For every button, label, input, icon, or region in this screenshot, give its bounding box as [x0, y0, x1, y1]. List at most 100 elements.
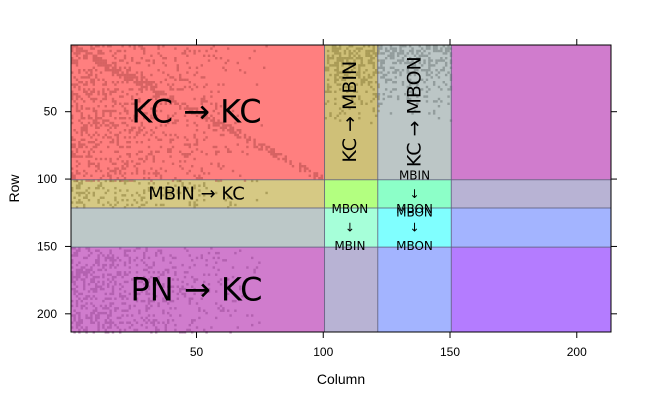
texture-cell	[437, 49, 441, 53]
texture-cell	[205, 100, 208, 103]
texture-cell	[215, 129, 218, 132]
texture-cell	[126, 109, 129, 113]
texture-cell	[135, 131, 139, 134]
texture-cell	[236, 129, 239, 132]
texture-cell	[411, 81, 414, 84]
texture-cell	[95, 131, 98, 134]
texture-cell	[188, 254, 191, 257]
texture-cell	[119, 73, 122, 77]
texture-cell	[147, 145, 151, 149]
texture-cell	[334, 90, 337, 93]
texture-cell	[87, 283, 91, 286]
texture-cell	[85, 81, 88, 84]
texture-cell	[425, 69, 429, 72]
texture-cell	[326, 66, 330, 69]
texture-cell	[126, 162, 129, 165]
texture-cell	[167, 297, 170, 300]
texture-cell	[389, 66, 393, 69]
texture-cell	[167, 319, 170, 322]
texture-cell	[150, 153, 153, 156]
texture-cell	[380, 45, 383, 48]
texture-cell	[355, 52, 359, 55]
texture-cell	[99, 177, 103, 180]
texture-cell	[401, 83, 405, 86]
texture-cell	[75, 179, 79, 183]
texture-cell	[334, 47, 337, 50]
texture-cell	[367, 73, 371, 77]
texture-cell	[104, 268, 107, 272]
texture-cell	[114, 191, 117, 195]
texture-cell	[389, 112, 393, 115]
texture-cell	[145, 292, 148, 296]
texture-cell	[411, 52, 414, 55]
texture-cell	[87, 117, 91, 120]
texture-cell	[179, 150, 182, 153]
texture-cell	[159, 249, 163, 252]
texture-cell	[155, 109, 158, 113]
texture-cell	[215, 153, 218, 156]
texture-cell	[143, 196, 146, 199]
region-label: KC → MBON	[404, 56, 426, 167]
texture-cell	[217, 124, 220, 127]
texture-cell	[75, 275, 79, 279]
texture-cell	[413, 61, 417, 65]
texture-cell	[97, 311, 100, 315]
region-label-line: MBON	[396, 205, 433, 219]
texture-cell	[435, 73, 438, 77]
texture-cell	[126, 321, 129, 324]
texture-cell	[104, 133, 107, 137]
texture-cell	[128, 261, 131, 264]
texture-cell	[181, 184, 184, 187]
texture-cell	[188, 201, 191, 204]
texture-cell	[116, 136, 119, 139]
texture-cell	[200, 254, 203, 257]
texture-cell	[140, 280, 143, 284]
texture-cell	[334, 64, 337, 67]
texture-cell	[107, 314, 110, 317]
texture-cell	[78, 69, 81, 72]
texture-cell	[193, 280, 196, 284]
texture-cell	[140, 129, 143, 132]
texture-cell	[382, 61, 385, 65]
texture-cell	[382, 76, 385, 79]
texture-cell	[234, 121, 237, 125]
texture-cell	[362, 64, 366, 67]
texture-cell	[78, 155, 81, 158]
texture-cell	[119, 287, 122, 291]
texture-cell	[78, 261, 81, 264]
texture-cell	[408, 45, 412, 48]
texture-cell	[251, 256, 254, 260]
texture-cell	[169, 261, 172, 264]
texture-cell	[147, 287, 151, 291]
texture-cell	[377, 109, 380, 113]
texture-cell	[246, 314, 249, 317]
texture-cell	[128, 78, 131, 81]
texture-cell	[99, 268, 103, 272]
texture-cell	[131, 59, 134, 62]
texture-cell	[71, 150, 74, 153]
texture-cell	[203, 182, 206, 185]
texture-cell	[95, 97, 98, 101]
texture-cell	[152, 271, 155, 274]
texture-cell	[80, 117, 83, 120]
texture-cell	[406, 100, 409, 103]
texture-cell	[171, 179, 175, 182]
texture-cell	[109, 309, 112, 312]
texture-cell	[78, 292, 81, 296]
texture-cell	[71, 280, 74, 284]
texture-cell	[102, 136, 105, 139]
texture-cell	[231, 169, 235, 173]
texture-cell	[128, 155, 131, 158]
texture-cell	[119, 66, 122, 69]
texture-cell	[135, 112, 139, 115]
texture-cell	[128, 321, 131, 324]
texture-cell	[111, 81, 115, 84]
texture-cell	[284, 155, 287, 158]
texture-cell	[360, 102, 363, 105]
texture-cell	[210, 90, 213, 93]
texture-cell	[210, 95, 213, 98]
texture-cell	[135, 109, 139, 113]
texture-cell	[75, 165, 79, 168]
texture-cell	[133, 126, 136, 129]
texture-cell	[140, 299, 143, 303]
